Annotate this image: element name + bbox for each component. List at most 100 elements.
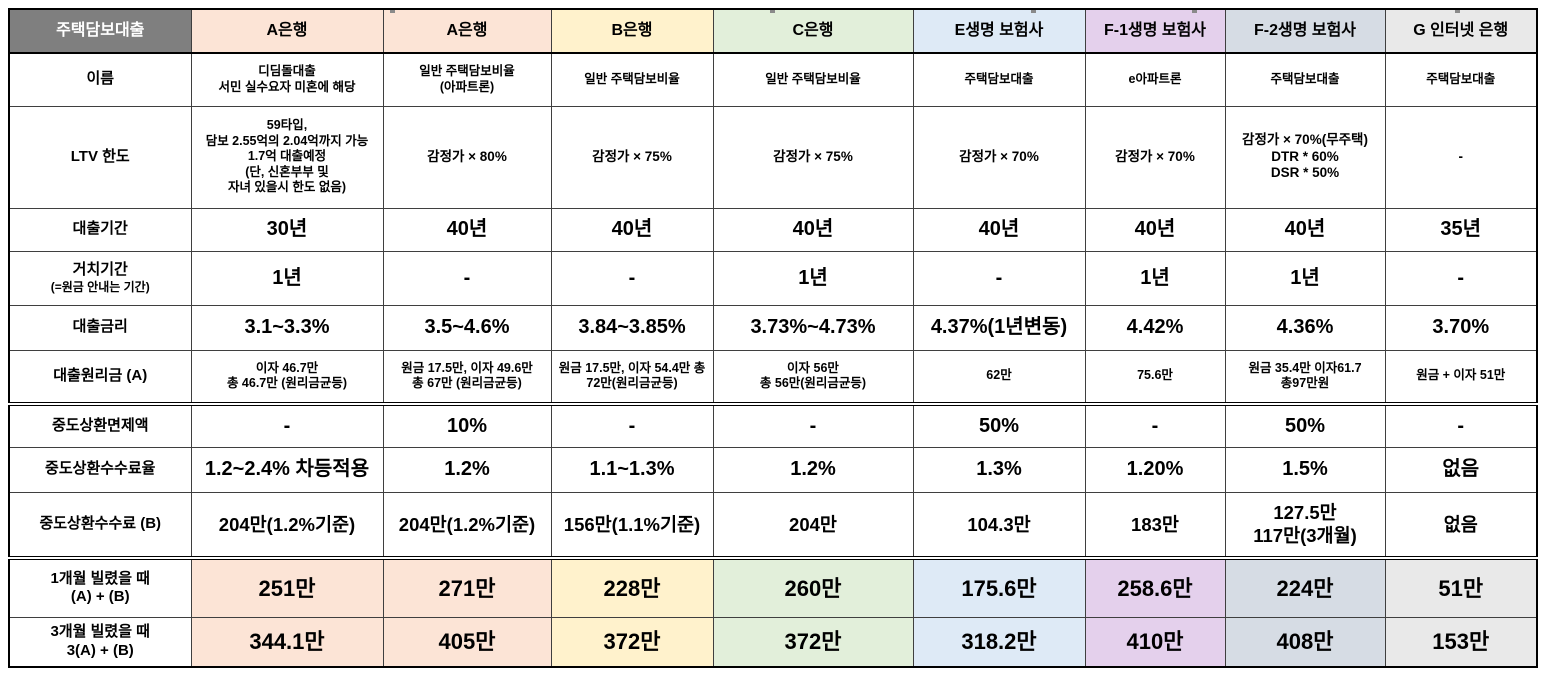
- table-cell: 408만: [1224, 616, 1386, 668]
- table-cell: 50%: [1224, 403, 1386, 448]
- table-cell: 405만: [382, 616, 552, 668]
- table-cell: -: [712, 403, 914, 448]
- table-cell: 1.1~1.3%: [550, 446, 714, 493]
- table-cell: 4.42%: [1084, 304, 1226, 351]
- table-cell: 40년: [550, 207, 714, 252]
- row-loan-term: 대출기간 30년 40년 40년 40년 40년 40년 40년 35년: [8, 207, 1538, 252]
- column-header-insurer-e: E생명 보험사: [912, 8, 1086, 54]
- row-label-prepayment-fee-rate: 중도상환수수료율: [8, 446, 192, 493]
- table-cell: 59타입, 담보 2.55억의 2.04억까지 가능 1.7억 대출예정 (단,…: [190, 105, 384, 209]
- table-cell: 감정가 × 70%(무주택) DTR * 60% DSR * 50%: [1224, 105, 1386, 209]
- table-cell: -: [550, 250, 714, 306]
- table-cell: 51만: [1384, 557, 1538, 618]
- cropped-text-remnant: [1192, 10, 1197, 13]
- table-cell: 원금 35.4만 이자61.7 총97만원: [1224, 349, 1386, 406]
- table-cell: 318.2만: [912, 616, 1086, 668]
- table-cell: 40년: [382, 207, 552, 252]
- table-cell: 1.5%: [1224, 446, 1386, 493]
- table-cell: 4.37%(1년변동): [912, 304, 1086, 351]
- table-cell: 감정가 × 70%: [1084, 105, 1226, 209]
- column-header-bank-g-internet: G 인터넷 은행: [1384, 8, 1538, 54]
- table-cell: 감정가 × 75%: [550, 105, 714, 209]
- row-label-name: 이름: [8, 52, 192, 107]
- column-header-bank-a2: A은행: [382, 8, 552, 54]
- row-label-3month-total: 3개월 빌렸을 때 3(A) + (B): [8, 616, 192, 668]
- table-cell: 1.2~2.4% 차등적용: [190, 446, 384, 493]
- column-header-bank-c: C은행: [712, 8, 914, 54]
- table-cell: 일반 주택담보비율 (아파트론): [382, 52, 552, 107]
- table-cell: 주택담보대출: [1224, 52, 1386, 107]
- table-cell: 없음: [1384, 491, 1538, 560]
- row-principal-interest-a: 대출원리금 (A) 이자 46.7만 총 46.7만 (원리금균등) 원금 17…: [8, 349, 1538, 406]
- table-cell: 1년: [1084, 250, 1226, 306]
- table-cell: 원금 17.5만, 이자 49.6만 총 67만 (원리금균등): [382, 349, 552, 406]
- table-cell: 일반 주택담보비율: [550, 52, 714, 107]
- table-cell: 35년: [1384, 207, 1538, 252]
- loan-comparison-table: 주택담보대출 A은행 A은행 B은행 C은행 E생명 보험사 F-1생명 보험사…: [8, 8, 1538, 668]
- table-cell: 디딤돌대출 서민 실수요자 미혼에 해당: [190, 52, 384, 107]
- row-grace-period: 거치기간 (=원금 안내는 기간) 1년 - - 1년 - 1년 1년 -: [8, 250, 1538, 306]
- table-cell: 40년: [712, 207, 914, 252]
- table-cell: 30년: [190, 207, 384, 252]
- table-cell: -: [382, 250, 552, 306]
- table-cell: 1년: [1224, 250, 1386, 306]
- row-label-prepayment-exemption: 중도상환면제액: [8, 403, 192, 448]
- table-cell: 감정가 × 70%: [912, 105, 1086, 209]
- table-cell: 372만: [712, 616, 914, 668]
- table-cell: 10%: [382, 403, 552, 448]
- table-cell: 1.3%: [912, 446, 1086, 493]
- table-cell: -: [1384, 403, 1538, 448]
- row-label-prepayment-fee-b: 중도상환수수료 (B): [8, 491, 192, 560]
- table-cell: 일반 주택담보비율: [712, 52, 914, 107]
- table-cell: -: [550, 403, 714, 448]
- table-cell: 410만: [1084, 616, 1226, 668]
- table-cell: 40년: [912, 207, 1086, 252]
- table-cell: 주택담보대출: [912, 52, 1086, 107]
- table-cell: 3.1~3.3%: [190, 304, 384, 351]
- table-cell: 1.20%: [1084, 446, 1226, 493]
- row-label-1month-total: 1개월 빌렸을 때 (A) + (B): [8, 557, 192, 618]
- table-cell: 3.5~4.6%: [382, 304, 552, 351]
- row-prepayment-fee-rate: 중도상환수수료율 1.2~2.4% 차등적용 1.2% 1.1~1.3% 1.2…: [8, 446, 1538, 493]
- table-cell: -: [190, 403, 384, 448]
- table-cell: 224만: [1224, 557, 1386, 618]
- row-label-principal-interest-a: 대출원리금 (A): [8, 349, 192, 406]
- table-cell: 원금 + 이자 51만: [1384, 349, 1538, 406]
- table-cell: 40년: [1224, 207, 1386, 252]
- table-cell: 감정가 × 75%: [712, 105, 914, 209]
- column-header-insurer-f2: F-2생명 보험사: [1224, 8, 1386, 54]
- table-cell: 153만: [1384, 616, 1538, 668]
- table-cell: -: [1084, 403, 1226, 448]
- row-3month-total: 3개월 빌렸을 때 3(A) + (B) 344.1만 405만 372만 372…: [8, 616, 1538, 668]
- row-ltv-limit: LTV 한도 59타입, 담보 2.55억의 2.04억까지 가능 1.7억 대…: [8, 105, 1538, 209]
- table-cell: 75.6만: [1084, 349, 1226, 406]
- table-cell: -: [1384, 250, 1538, 306]
- row-prepayment-exemption: 중도상환면제액 - 10% - - 50% - 50% -: [8, 403, 1538, 448]
- table-cell: 3.84~3.85%: [550, 304, 714, 351]
- table-cell: -: [912, 250, 1086, 306]
- table-cell: 40년: [1084, 207, 1226, 252]
- column-header-bank-a1: A은행: [190, 8, 384, 54]
- table-cell: 감정가 × 80%: [382, 105, 552, 209]
- table-cell: 271만: [382, 557, 552, 618]
- table-cell: 127.5만 117만(3개월): [1224, 491, 1386, 560]
- cropped-text-remnant: [770, 10, 775, 13]
- table-cell: 50%: [912, 403, 1086, 448]
- table-cell: 156만(1.1%기준): [550, 491, 714, 560]
- table-cell: 1.2%: [712, 446, 914, 493]
- table-cell: 이자 46.7만 총 46.7만 (원리금균등): [190, 349, 384, 406]
- table-cell: 104.3만: [912, 491, 1086, 560]
- table-cell: 1년: [190, 250, 384, 306]
- table-cell: 없음: [1384, 446, 1538, 493]
- row-label-ltv-limit: LTV 한도: [8, 105, 192, 209]
- table-cell: 258.6만: [1084, 557, 1226, 618]
- table-cell: 204만(1.2%기준): [382, 491, 552, 560]
- column-header-insurer-f1: F-1생명 보험사: [1084, 8, 1226, 54]
- cropped-text-remnant: [1031, 10, 1036, 13]
- header-row: 주택담보대출 A은행 A은행 B은행 C은행 E생명 보험사 F-1생명 보험사…: [8, 8, 1538, 54]
- table-cell: 62만: [912, 349, 1086, 406]
- table-cell: 4.36%: [1224, 304, 1386, 351]
- table-cell: 175.6만: [912, 557, 1086, 618]
- row-name: 이름 디딤돌대출 서민 실수요자 미혼에 해당 일반 주택담보비율 (아파트론)…: [8, 52, 1538, 107]
- column-header-bank-b: B은행: [550, 8, 714, 54]
